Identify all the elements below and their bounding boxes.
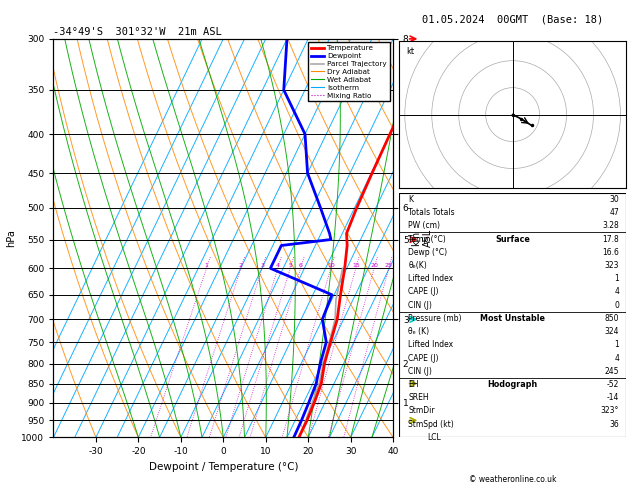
Text: 2: 2 bbox=[239, 263, 243, 268]
Text: CIN (J): CIN (J) bbox=[408, 301, 432, 310]
Text: Hodograph: Hodograph bbox=[487, 380, 538, 389]
Text: EH: EH bbox=[408, 380, 419, 389]
Text: 4: 4 bbox=[614, 287, 619, 296]
Text: StmSpd (kt): StmSpd (kt) bbox=[408, 420, 454, 429]
Text: 245: 245 bbox=[604, 367, 619, 376]
Text: -34°49'S  301°32'W  21m ASL: -34°49'S 301°32'W 21m ASL bbox=[53, 27, 222, 37]
Text: 323°: 323° bbox=[601, 406, 619, 416]
Text: Pressure (mb): Pressure (mb) bbox=[408, 314, 462, 323]
Text: θₑ (K): θₑ (K) bbox=[408, 327, 430, 336]
Text: StmDir: StmDir bbox=[408, 406, 435, 416]
Text: PW (cm): PW (cm) bbox=[408, 221, 440, 230]
Text: 324: 324 bbox=[604, 327, 619, 336]
Text: 01.05.2024  00GMT  (Base: 18): 01.05.2024 00GMT (Base: 18) bbox=[422, 14, 603, 24]
Text: 25: 25 bbox=[385, 263, 392, 268]
Text: Lifted Index: Lifted Index bbox=[408, 274, 454, 283]
Text: K: K bbox=[408, 195, 413, 204]
Text: 6: 6 bbox=[299, 263, 303, 268]
Text: 1: 1 bbox=[615, 340, 619, 349]
Text: CIN (J): CIN (J) bbox=[408, 367, 432, 376]
Text: 1: 1 bbox=[615, 274, 619, 283]
Text: 3.28: 3.28 bbox=[603, 221, 619, 230]
Text: Temp (°C): Temp (°C) bbox=[408, 235, 446, 243]
Text: 15: 15 bbox=[352, 263, 360, 268]
Text: Totals Totals: Totals Totals bbox=[408, 208, 455, 217]
Text: Surface: Surface bbox=[495, 235, 530, 243]
Text: 850: 850 bbox=[604, 314, 619, 323]
Text: 47: 47 bbox=[610, 208, 619, 217]
Text: 1: 1 bbox=[204, 263, 208, 268]
Text: 5: 5 bbox=[288, 263, 292, 268]
Text: Dewp (°C): Dewp (°C) bbox=[408, 248, 448, 257]
Text: 10: 10 bbox=[327, 263, 335, 268]
Text: 36: 36 bbox=[610, 420, 619, 429]
Y-axis label: km
ASL: km ASL bbox=[411, 229, 433, 247]
Text: 16.6: 16.6 bbox=[602, 248, 619, 257]
X-axis label: Dewpoint / Temperature (°C): Dewpoint / Temperature (°C) bbox=[148, 462, 298, 472]
Text: Most Unstable: Most Unstable bbox=[480, 314, 545, 323]
Text: 4: 4 bbox=[614, 353, 619, 363]
Text: 3: 3 bbox=[260, 263, 264, 268]
Text: -14: -14 bbox=[607, 393, 619, 402]
Text: 20: 20 bbox=[370, 263, 378, 268]
Text: -52: -52 bbox=[607, 380, 619, 389]
Text: CAPE (J): CAPE (J) bbox=[408, 287, 439, 296]
Text: kt: kt bbox=[406, 47, 415, 56]
Text: 17.8: 17.8 bbox=[603, 235, 619, 243]
Text: 323: 323 bbox=[604, 261, 619, 270]
Y-axis label: hPa: hPa bbox=[6, 229, 16, 247]
Text: 30: 30 bbox=[610, 195, 619, 204]
Text: 4: 4 bbox=[276, 263, 280, 268]
Text: LCL: LCL bbox=[427, 433, 441, 442]
Text: © weatheronline.co.uk: © weatheronline.co.uk bbox=[469, 474, 557, 484]
Legend: Temperature, Dewpoint, Parcel Trajectory, Dry Adiabat, Wet Adiabat, Isotherm, Mi: Temperature, Dewpoint, Parcel Trajectory… bbox=[308, 42, 389, 102]
Text: Lifted Index: Lifted Index bbox=[408, 340, 454, 349]
Text: SREH: SREH bbox=[408, 393, 429, 402]
Text: θₑ(K): θₑ(K) bbox=[408, 261, 427, 270]
Text: 0: 0 bbox=[614, 301, 619, 310]
Text: CAPE (J): CAPE (J) bbox=[408, 353, 439, 363]
